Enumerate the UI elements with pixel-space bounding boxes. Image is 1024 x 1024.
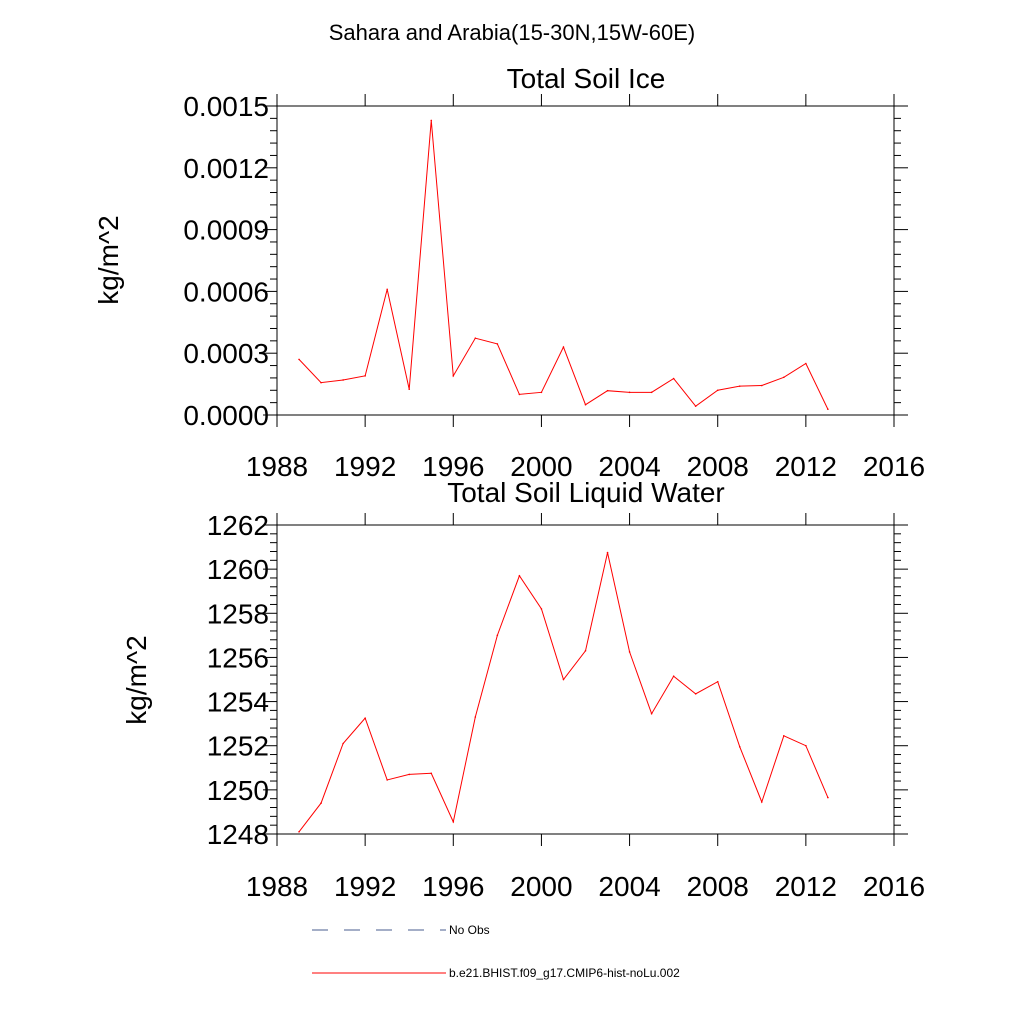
y-tick-label: 0.0009 xyxy=(183,215,269,246)
data-point xyxy=(342,379,344,381)
y-tick-label: 1254 xyxy=(207,687,269,718)
data-point xyxy=(562,346,565,348)
x-tick-label: 1992 xyxy=(334,871,396,902)
data-point xyxy=(716,389,719,392)
data-point xyxy=(783,376,785,379)
data-point xyxy=(783,734,785,737)
x-tick-label: 2004 xyxy=(598,451,660,482)
legend: No Obs b.e21.BHIST.f09_g17.CMIP6-hist-no… xyxy=(312,923,680,980)
data-point xyxy=(452,375,455,377)
plot-soil-ice xyxy=(298,119,829,411)
data-point xyxy=(562,678,565,681)
data-point xyxy=(738,746,741,748)
data-point xyxy=(298,358,300,361)
data-point xyxy=(298,830,300,833)
x-tick-label: 2000 xyxy=(510,871,572,902)
x-tick-label: 2012 xyxy=(775,451,837,482)
data-point xyxy=(672,377,675,380)
x-tick-label: 2008 xyxy=(687,451,749,482)
data-point xyxy=(760,801,763,803)
data-point xyxy=(518,393,521,396)
data-point xyxy=(496,634,499,637)
y-tick-label: 0.0003 xyxy=(183,338,269,369)
legend-label-model: b.e21.BHIST.f09_g17.CMIP6-hist-noLu.002 xyxy=(449,966,680,980)
data-point xyxy=(606,389,609,392)
data-point xyxy=(386,779,388,781)
series-line-soil-liquid-water xyxy=(298,552,829,833)
ylabel-soil-liquid-water: kg/m^2 xyxy=(121,635,152,724)
x-tick-label: 2008 xyxy=(687,871,749,902)
panel-title-soil-liquid-water: Total Soil Liquid Water xyxy=(447,477,725,508)
data-point xyxy=(430,772,433,775)
y-tick-label: 0.0012 xyxy=(183,153,269,184)
ticks-soil-liquid-water: 1988 1992 1996 2000 2004 2008 2012 2016 1248 1250… xyxy=(207,510,925,902)
data-point xyxy=(672,675,675,677)
data-point xyxy=(518,574,521,577)
data-point xyxy=(827,796,829,799)
data-point xyxy=(650,391,653,394)
data-point xyxy=(628,651,631,653)
legend-label-no-obs: No Obs xyxy=(449,923,490,937)
data-point xyxy=(584,650,587,652)
ylabel-soil-ice: kg/m^2 xyxy=(93,215,124,304)
plot-frame xyxy=(276,524,895,835)
plot-frame xyxy=(276,105,895,416)
data-point xyxy=(364,717,366,719)
data-point xyxy=(364,375,366,377)
data-point xyxy=(827,408,829,411)
x-tick-label: 2016 xyxy=(863,451,925,482)
x-tick-label: 1992 xyxy=(334,451,396,482)
data-point xyxy=(320,802,322,804)
y-tick-label: 1256 xyxy=(207,642,269,673)
data-point xyxy=(496,343,499,345)
data-point xyxy=(606,551,609,554)
data-point xyxy=(805,744,807,747)
data-point xyxy=(694,693,697,695)
data-point xyxy=(474,716,477,718)
data-point xyxy=(386,288,388,291)
data-point xyxy=(408,773,411,776)
panel-title-soil-ice: Total Soil Ice xyxy=(507,63,666,94)
data-point xyxy=(694,405,697,407)
data-point xyxy=(320,381,322,384)
y-tick-label: 1248 xyxy=(207,819,269,850)
y-tick-label: 1262 xyxy=(207,510,269,541)
data-point xyxy=(584,403,587,406)
data-point xyxy=(738,385,741,387)
panel-soil-liquid-water: Total Soil Liquid Water kg/m^2 1988 1992 1… xyxy=(121,477,925,902)
data-point xyxy=(474,337,477,339)
data-point xyxy=(430,119,433,122)
data-point xyxy=(805,362,807,365)
data-point xyxy=(650,712,653,715)
panel-soil-ice: Total Soil Ice kg/m^2 1988 1992 1996 2000 20… xyxy=(93,63,925,482)
x-tick-label: 1988 xyxy=(246,871,308,902)
figure-title: Sahara and Arabia(15-30N,15W-60E) xyxy=(329,20,695,45)
ticks-soil-ice: 1988 1992 1996 2000 2004 2008 2012 2016 0.0000 0.… xyxy=(183,91,925,482)
data-point xyxy=(342,742,344,745)
x-tick-label: 1988 xyxy=(246,451,308,482)
x-tick-label: 2016 xyxy=(863,871,925,902)
x-tick-label: 1996 xyxy=(422,871,484,902)
y-tick-label: 1250 xyxy=(207,775,269,806)
y-tick-label: 0.0015 xyxy=(183,91,269,122)
data-point xyxy=(408,388,411,391)
data-point xyxy=(760,384,763,387)
data-point xyxy=(452,821,455,823)
data-point xyxy=(540,608,543,610)
y-tick-label: 0.0006 xyxy=(183,276,269,307)
y-tick-label: 1252 xyxy=(207,731,269,762)
y-tick-label: 0.0000 xyxy=(183,400,269,431)
data-point xyxy=(540,391,543,394)
plot-soil-liquid-water xyxy=(298,551,829,833)
data-point xyxy=(716,680,719,683)
x-tick-label: 1996 xyxy=(422,451,484,482)
y-tick-label: 1258 xyxy=(207,598,269,629)
x-tick-label: 2000 xyxy=(510,451,572,482)
x-tick-label: 2012 xyxy=(775,871,837,902)
series-line-soil-ice xyxy=(298,120,829,410)
data-point xyxy=(628,391,631,394)
x-tick-label: 2004 xyxy=(598,871,660,902)
y-tick-label: 1260 xyxy=(207,554,269,585)
